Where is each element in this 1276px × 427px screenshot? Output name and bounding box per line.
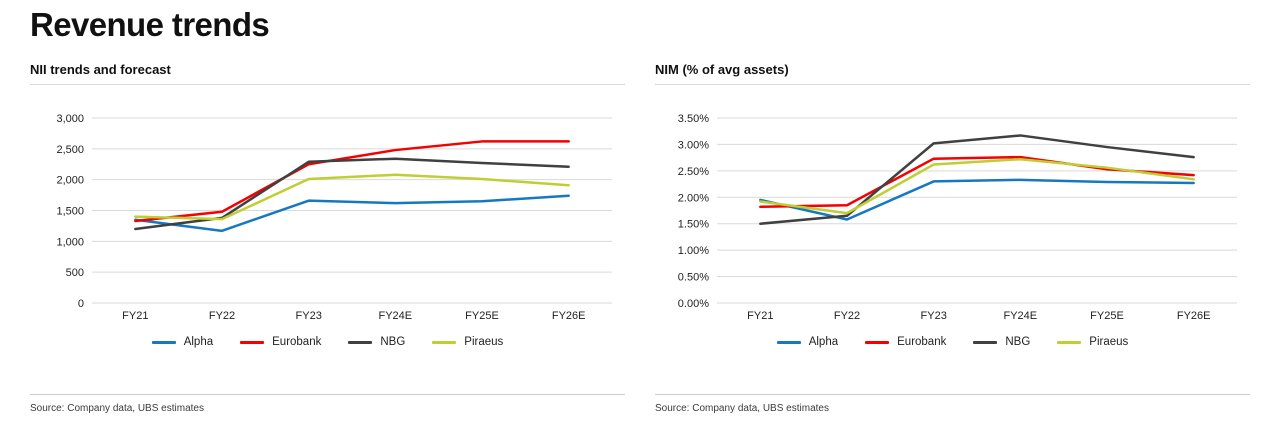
x-axis-labels: FY21 FY22 FY23 FY24E FY25E FY26E — [747, 310, 1210, 322]
x-axis-labels: FY21 FY22 FY23 FY24E FY25E FY26E — [122, 310, 585, 322]
legend-swatch-icon — [973, 340, 998, 344]
legend-nii: Alpha Eurobank NBG Piraeus — [30, 336, 625, 348]
page-title: Revenue trends — [30, 6, 270, 43]
y-tick-label: 2,500 — [56, 144, 84, 156]
legend-swatch-icon — [865, 340, 890, 344]
series-line-piraeus — [759, 157, 1195, 215]
series-line-piraeus — [134, 173, 570, 221]
legend-swatch-icon — [240, 340, 265, 344]
y-tick-label: 0.00% — [678, 298, 709, 310]
nim-line-chart: 3.50% 3.00% 2.50% 2.00% 1.50% 1.00% 0.50% 0.00%… — [678, 113, 1237, 322]
x-tick-label: FY23 — [296, 310, 322, 322]
x-tick-label: FY25E — [465, 310, 499, 322]
source-note: Source: Company data, UBS estimates — [655, 394, 1250, 414]
y-tick-label: 0 — [78, 298, 84, 310]
x-tick-label: FY22 — [834, 310, 860, 322]
legend-item-piraeus: Piraeus — [1057, 336, 1128, 348]
chart-title-nim: NIM (% of avg assets) — [655, 62, 1250, 85]
x-tick-label: FY25E — [1090, 310, 1124, 322]
legend-swatch-icon — [348, 340, 373, 344]
source-note: Source: Company data, UBS estimates — [30, 394, 625, 414]
legend-swatch-icon — [1057, 340, 1082, 344]
y-tick-label: 1,500 — [56, 206, 84, 218]
chart-panel-nim: NIM (% of avg assets) 3.50% 3.00% 2.50% 2.0… — [655, 62, 1250, 422]
y-tick-label: 500 — [66, 267, 84, 279]
y-tick-label: 3,000 — [56, 113, 84, 125]
legend-nim: Alpha Eurobank NBG Piraeus — [655, 336, 1250, 348]
y-tick-label: 2.50% — [678, 166, 709, 178]
chart-title-nii: NII trends and forecast — [30, 62, 625, 85]
gridlines — [717, 117, 1237, 304]
legend-label: NBG — [1005, 336, 1031, 348]
y-axis-labels: 3,000 2,500 2,000 1,500 1,000 500 0 — [56, 113, 84, 310]
series-line-nbg — [759, 134, 1195, 225]
y-tick-label: 2,000 — [56, 175, 84, 187]
chart-panel-nii: NII trends and forecast 3,000 2,500 2,000 1… — [30, 62, 625, 422]
legend-item-nbg: NBG — [973, 336, 1030, 348]
legend-label: NBG — [380, 336, 406, 348]
legend-item-alpha: Alpha — [151, 336, 214, 348]
legend-item-eurobank: Eurobank — [865, 336, 946, 348]
series-line-eurobank — [134, 140, 570, 223]
legend-item-eurobank: Eurobank — [240, 336, 321, 348]
y-tick-label: 1.00% — [678, 245, 709, 257]
x-tick-label: FY23 — [921, 310, 947, 322]
legend-item-alpha: Alpha — [776, 336, 839, 348]
legend-label: Eurobank — [897, 336, 947, 348]
y-tick-label: 1,000 — [56, 236, 84, 248]
y-tick-label: 1.50% — [678, 219, 709, 231]
y-axis-labels: 3.50% 3.00% 2.50% 2.00% 1.50% 1.00% 0.50% 0.00% — [678, 113, 709, 310]
x-tick-label: FY21 — [747, 310, 773, 322]
legend-item-nbg: NBG — [348, 336, 405, 348]
y-tick-label: 2.00% — [678, 192, 709, 204]
legend-label: Eurobank — [272, 336, 322, 348]
x-tick-label: FY24E — [1004, 310, 1038, 322]
x-tick-label: FY24E — [379, 310, 413, 322]
x-tick-label: FY26E — [552, 310, 586, 322]
gridlines — [92, 117, 612, 304]
legend-label: Piraeus — [464, 336, 504, 348]
legend-item-piraeus: Piraeus — [432, 336, 503, 348]
legend-swatch-icon — [151, 340, 176, 344]
legend-swatch-icon — [432, 340, 457, 344]
x-tick-label: FY22 — [209, 310, 235, 322]
legend-label: Piraeus — [1089, 336, 1129, 348]
y-tick-label: 0.50% — [678, 272, 709, 284]
y-tick-label: 3.50% — [678, 113, 709, 125]
y-tick-label: 3.00% — [678, 139, 709, 151]
series-line-alpha — [134, 194, 570, 233]
x-tick-label: FY26E — [1177, 310, 1211, 322]
x-tick-label: FY21 — [122, 310, 148, 322]
legend-swatch-icon — [776, 340, 801, 344]
legend-label: Alpha — [183, 336, 214, 348]
legend-label: Alpha — [808, 336, 839, 348]
series-line-alpha — [759, 178, 1195, 221]
